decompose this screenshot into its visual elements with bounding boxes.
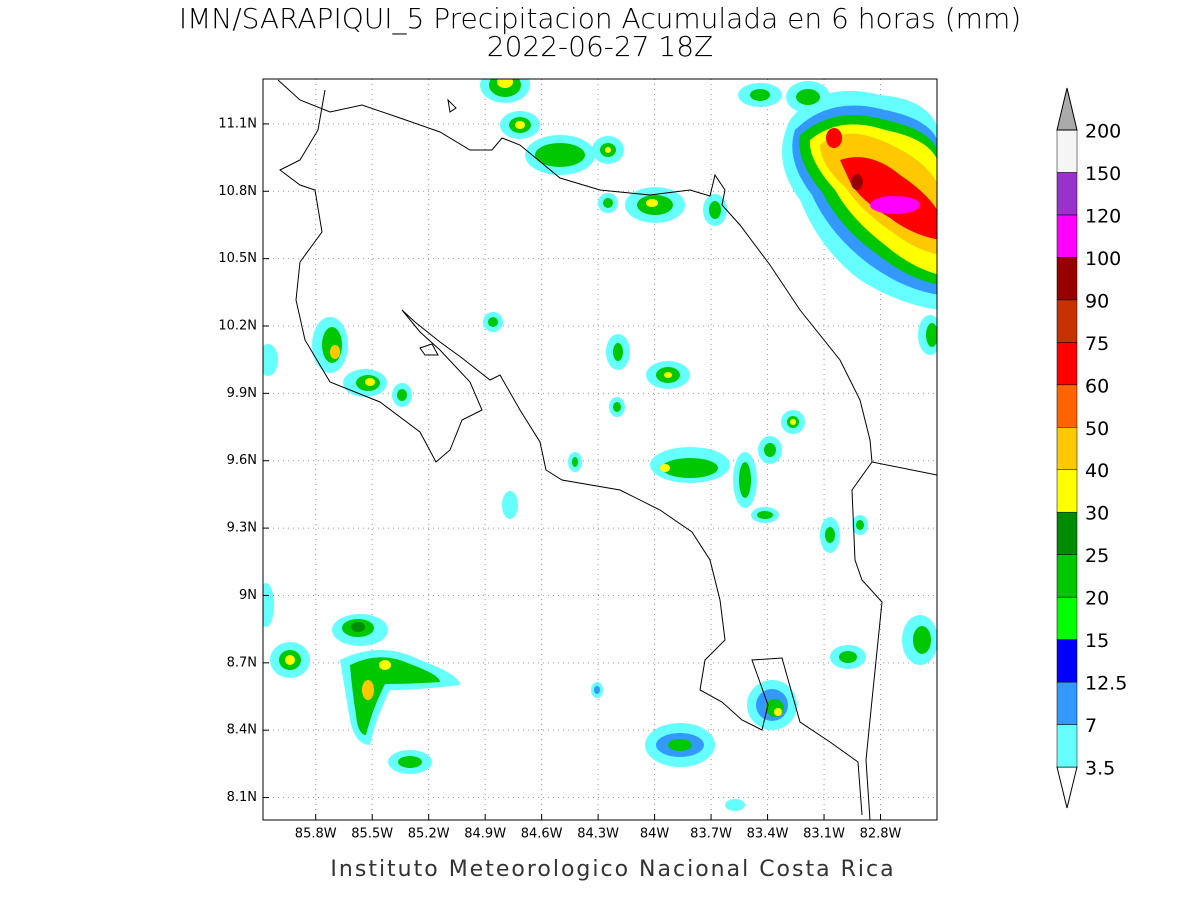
colorbar-label: 3.5	[1085, 758, 1115, 780]
x-tick-label: 85.8W	[295, 827, 337, 842]
colorbar-label: 25	[1085, 545, 1109, 567]
colorbar-label: 120	[1085, 205, 1121, 227]
colorbar-segment	[1056, 299, 1078, 343]
colorbar-label: 50	[1085, 418, 1109, 440]
x-tick-label: 84.3W	[577, 827, 619, 842]
x-tick-label: 84.6W	[521, 827, 563, 842]
y-tick-label: 10.5N	[218, 251, 257, 266]
colorbar-segment	[1056, 342, 1078, 386]
colorbar-label: 15	[1085, 630, 1109, 652]
y-tick-label: 9N	[239, 588, 257, 603]
colorbar-label: 20	[1085, 588, 1109, 610]
colorbar-label: 12.5	[1085, 673, 1127, 695]
colorbar-segment	[1056, 681, 1078, 725]
colorbar: 3.5 7 12.5 15 20 25 30 40 50 60 75 90 100 120 150 200	[1056, 87, 1127, 809]
x-tick-label: 83.4W	[747, 827, 789, 842]
colorbar-segment	[1056, 214, 1078, 258]
x-tick-label: 83.1W	[803, 827, 845, 842]
colorbar-segment	[1056, 469, 1078, 513]
colorbar-label: 200	[1085, 121, 1121, 143]
colorbar-end	[1056, 87, 1078, 131]
colorbar-segment	[1056, 427, 1078, 470]
coastline	[277, 79, 937, 820]
x-tick-label: 85.5W	[351, 827, 393, 842]
colorbar-segment	[1056, 596, 1078, 640]
y-tick-label: 8.7N	[227, 655, 257, 670]
x-tick-label: 83.7W	[690, 827, 732, 842]
footer: Instituto Meteorologico Nacional Costa R…	[330, 857, 895, 882]
y-tick-label: 8.1N	[227, 790, 257, 805]
colorbar-segment	[1056, 639, 1078, 683]
colorbar-label: 150	[1085, 163, 1121, 185]
y-tick-label: 9.9N	[227, 386, 257, 401]
x-tick-label: 84.9W	[464, 827, 506, 842]
x-tick-label: 82.8W	[860, 827, 902, 842]
colorbar-segment	[1056, 172, 1078, 216]
colorbar-label: 30	[1085, 503, 1109, 525]
y-tick-label: 10.8N	[218, 184, 257, 199]
colorbar-label: 7	[1085, 715, 1097, 737]
x-tick-label: 84W	[640, 827, 670, 842]
y-tick-label: 11.1N	[218, 116, 257, 131]
colorbar-label: 40	[1085, 460, 1109, 482]
subtitle: 2022-06-27 18Z	[487, 30, 713, 63]
colorbar-segment	[1056, 554, 1078, 598]
y-tick-label: 9.3N	[227, 521, 257, 536]
title: IMN/SARAPIQUI_5 Precipitacion Acumulada …	[179, 2, 1021, 36]
colorbar-segment	[1056, 384, 1078, 428]
map-frame	[262, 78, 938, 821]
precipitation	[263, 79, 937, 811]
colorbar-end	[1056, 766, 1078, 809]
colorbar-label: 90	[1085, 290, 1109, 312]
y-tick-label: 10.2N	[218, 319, 257, 334]
y-tick-label: 9.6N	[227, 453, 257, 468]
colorbar-label: 60	[1085, 375, 1109, 397]
y-tick-label: 8.4N	[227, 723, 257, 738]
colorbar-label: 100	[1085, 248, 1121, 270]
x-tick-label: 85.2W	[408, 827, 450, 842]
colorbar-segment	[1056, 511, 1078, 555]
colorbar-segment	[1056, 129, 1078, 173]
colorbar-segment	[1056, 724, 1078, 768]
colorbar-segment	[1056, 257, 1078, 301]
colorbar-label: 75	[1085, 333, 1109, 355]
